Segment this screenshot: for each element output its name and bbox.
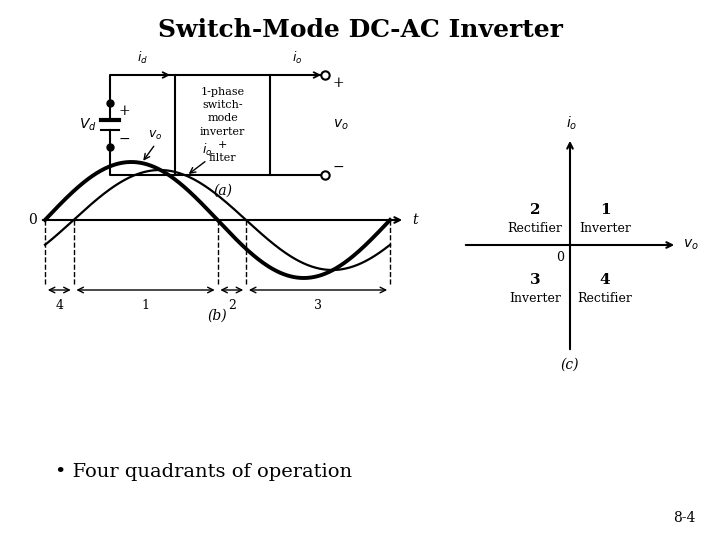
Text: 1-phase
switch-
mode
inverter
+
filter: 1-phase switch- mode inverter + filter [200, 87, 246, 163]
Text: −: − [333, 160, 345, 174]
Text: (c): (c) [561, 358, 580, 372]
Text: 2: 2 [228, 299, 235, 312]
Text: Rectifier: Rectifier [508, 221, 562, 234]
Text: 1: 1 [142, 299, 150, 312]
Text: (a): (a) [213, 184, 232, 198]
Text: +: + [333, 76, 345, 90]
Text: $i_o$: $i_o$ [202, 142, 212, 158]
Text: • Four quadrants of operation: • Four quadrants of operation [55, 463, 352, 481]
Text: $V_d$: $V_d$ [79, 117, 97, 133]
Text: $v_o$: $v_o$ [148, 129, 163, 142]
Text: $i_o$: $i_o$ [567, 114, 577, 132]
Text: $i_o$: $i_o$ [292, 50, 302, 66]
Text: 3: 3 [530, 273, 540, 287]
Text: Inverter: Inverter [509, 292, 561, 305]
Text: $v_o$: $v_o$ [683, 238, 698, 252]
Text: 8-4: 8-4 [672, 511, 695, 525]
Text: 4: 4 [55, 299, 63, 312]
Text: $i_d$: $i_d$ [137, 50, 148, 66]
Text: 2: 2 [530, 203, 540, 217]
Text: 0: 0 [28, 213, 37, 227]
Text: Switch-Mode DC-AC Inverter: Switch-Mode DC-AC Inverter [158, 18, 562, 42]
Bar [175, 75, 270, 175]
Text: (b): (b) [207, 309, 228, 323]
Text: −: − [118, 132, 130, 146]
Text: t: t [412, 213, 418, 227]
Text: Inverter: Inverter [579, 221, 631, 234]
Text: 0: 0 [556, 251, 564, 264]
Text: Rectifier: Rectifier [577, 292, 632, 305]
Text: +: + [118, 104, 130, 118]
Text: 4: 4 [600, 273, 611, 287]
Text: 1: 1 [600, 203, 611, 217]
Text: 3: 3 [314, 299, 322, 312]
Text: $v_o$: $v_o$ [333, 118, 348, 132]
